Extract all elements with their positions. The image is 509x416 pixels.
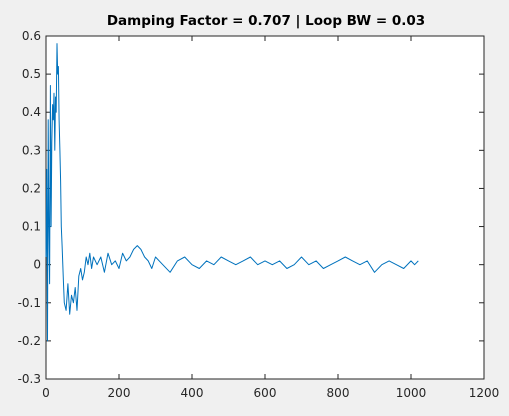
y-tick-label: -0.3: [18, 372, 41, 386]
axes-box: [45, 35, 485, 380]
plot-area: 0 200 400 600 800 1000 1200 -0.3 -0.2 -0.1 0 0.1 0.…: [18, 29, 500, 400]
x-tick-label: 600: [254, 386, 277, 400]
y-tick-label: 0.1: [22, 220, 41, 234]
series-layer: [45, 43, 419, 342]
x-axis: 0 200 400 600 800 1000 1200: [42, 36, 499, 400]
x-tick-label: 0: [42, 386, 50, 400]
y-tick-label: 0.5: [22, 67, 41, 81]
y-tick-label: -0.2: [18, 334, 41, 348]
x-tick-label: 400: [181, 386, 204, 400]
y-tick-label: 0: [33, 258, 41, 272]
x-tick-label: 200: [108, 386, 131, 400]
y-tick-label: 0.3: [22, 143, 41, 157]
y-tick-label: 0.6: [22, 29, 41, 43]
chart-title: Damping Factor = 0.707 | Loop BW = 0.03: [107, 13, 425, 29]
x-tick-label: 1200: [469, 386, 500, 400]
y-tick-label: -0.1: [18, 296, 41, 310]
x-tick-label: 800: [327, 386, 350, 400]
y-tick-label: 0.4: [22, 105, 41, 119]
y-tick-label: 0.2: [22, 181, 41, 195]
series-line: [45, 43, 419, 342]
y-axis: -0.3 -0.2 -0.1 0 0.1 0.2 0.3 0.4 0.5 0.6: [18, 29, 484, 386]
x-tick-label: 1000: [396, 386, 427, 400]
